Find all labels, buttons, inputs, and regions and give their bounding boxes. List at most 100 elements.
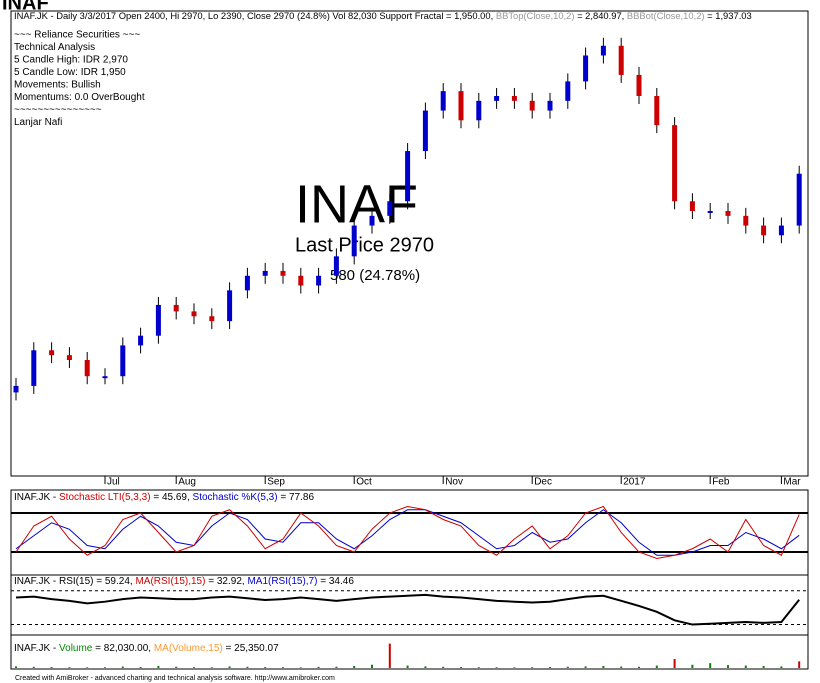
volume-bar [442, 666, 445, 668]
candle [280, 270, 286, 276]
volume-bar [210, 667, 213, 668]
volume-bar [86, 667, 89, 668]
candle [191, 311, 197, 317]
x-tick-label: Aug [178, 477, 196, 488]
x-tick-label: Feb [712, 477, 730, 488]
volume-bar [353, 665, 356, 668]
candle [725, 210, 731, 216]
title-part: INAF.JK - Daily 3/3/2017 Open 2400, Hi 2… [14, 10, 496, 21]
volume-bar [32, 666, 35, 668]
candle [49, 350, 55, 356]
volume-bar [638, 666, 640, 668]
series-line [15, 505, 800, 560]
volume-bar [460, 667, 462, 668]
volume-bar [602, 665, 605, 668]
title-part: = 1,937.03 [705, 10, 752, 21]
title-part: Volume [59, 643, 93, 654]
candle [689, 201, 695, 211]
title-part: INAF.JK - [14, 643, 59, 654]
note: 5 Candle Low: IDR 1,950 [14, 67, 126, 78]
volume-bar [798, 661, 801, 668]
candle [529, 100, 535, 111]
volume-bar [317, 666, 320, 668]
volume-bar [762, 665, 765, 668]
title-part: = 25,350.07 [223, 643, 279, 654]
candle [422, 110, 428, 152]
candle [743, 215, 749, 226]
candle [494, 95, 500, 101]
volume-bar [495, 667, 498, 668]
panel-title: INAF.JK - Daily 3/3/2017 Open 2400, Hi 2… [14, 10, 752, 21]
candle [298, 275, 304, 286]
candle [13, 385, 19, 393]
x-tick-label: Dec [534, 477, 552, 488]
volume-bar [264, 667, 267, 668]
candle [120, 345, 126, 377]
volume-bar [175, 666, 178, 668]
x-tick-label: Oct [356, 477, 372, 488]
candle [458, 91, 464, 121]
panel-title: INAF.JK - Stochastic LTI(5,3,3) = 45.69,… [14, 492, 314, 503]
volume-bar [780, 666, 783, 668]
x-tick-label: Mar [783, 477, 801, 488]
candle [672, 125, 678, 202]
volume-bar [246, 666, 249, 668]
candle [636, 74, 642, 96]
volume-bar [388, 643, 391, 668]
volume-bar [282, 667, 284, 668]
note: Momentums: 0.0 OverBought [14, 92, 145, 103]
title-part: Stochastic LTI(5,3,3) [59, 492, 151, 503]
note: Movements: Bullish [14, 80, 101, 91]
title-part: INAF.JK - RSI(15) = 59.24, [14, 576, 135, 587]
price-panel [10, 10, 809, 477]
candle [387, 201, 393, 216]
candle [618, 45, 624, 75]
candle [227, 290, 233, 322]
volume-bar [655, 665, 658, 668]
candle [778, 225, 784, 236]
title-part: = 32.92, [205, 576, 247, 587]
note: Technical Analysis [14, 42, 95, 53]
volume-bar [424, 666, 427, 668]
candle [333, 256, 339, 276]
panel-title: INAF.JK - RSI(15) = 59.24, MA(RSI(15),15… [14, 576, 354, 587]
candle [707, 210, 713, 213]
volume-bar [673, 659, 676, 668]
title-part: = 82,030.00, [92, 643, 153, 654]
volume-bar [157, 665, 160, 668]
x-tick-label: Jul [107, 477, 120, 488]
candle [583, 55, 589, 82]
title-part: = 34.46 [317, 576, 354, 587]
candle [102, 376, 108, 379]
volume-bar [691, 664, 694, 668]
candle [440, 91, 446, 111]
title-part: = 77.86 [278, 492, 315, 503]
volume-panel [10, 634, 809, 670]
candle [66, 355, 72, 360]
candle [654, 95, 660, 126]
x-tick-label: Sep [267, 477, 285, 488]
volume-bar [228, 666, 231, 668]
volume-bar [15, 666, 17, 668]
candle [155, 304, 161, 336]
volume-bar [335, 666, 338, 668]
volume-bar [50, 667, 53, 668]
candle [511, 95, 517, 101]
volume-bar [139, 667, 142, 668]
candle [244, 275, 250, 291]
title-part: BBTop(Close,10,2) [496, 10, 575, 21]
note: ~~~ Reliance Securities ~~~ [14, 30, 140, 41]
volume-bar [193, 667, 195, 668]
volume-bar [744, 665, 747, 668]
candle [316, 275, 322, 286]
title-part: MA1(RSI(15),7) [247, 576, 317, 587]
volume-bar [549, 667, 551, 668]
candle [761, 225, 767, 236]
volume-bar [531, 667, 534, 668]
title-part: Stochastic %K(5,3) [193, 492, 278, 503]
note: 5 Candle High: IDR 2,970 [14, 55, 128, 66]
title-part: MA(Volume,15) [154, 643, 223, 654]
volume-bar [104, 667, 106, 668]
